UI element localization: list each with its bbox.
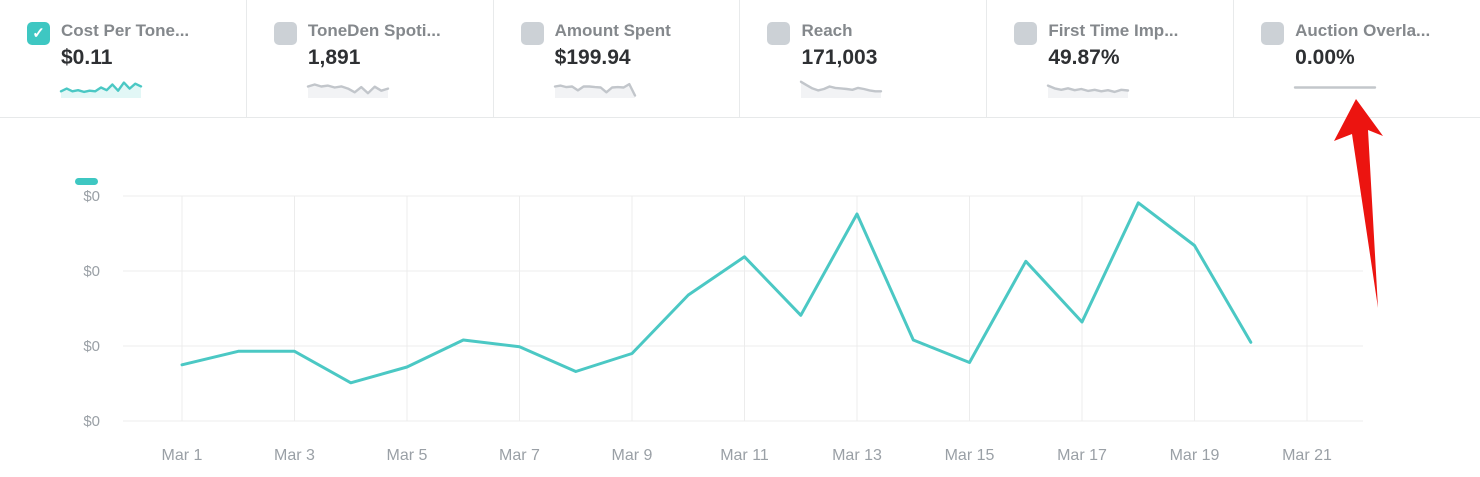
metric-card-info: Reach 171,003 [800,21,883,99]
legend-swatch-selected-metric [75,178,98,185]
x-tick-label: Mar 13 [832,447,882,464]
chart-series-line [180,201,1253,385]
metric-label: Reach [801,21,853,40]
metric-checkbox[interactable] [1014,22,1038,45]
metric-card[interactable]: First Time Imp... 49.87% [986,0,1233,117]
chart-gridlines [123,195,1363,422]
x-tick-label: Mar 11 [720,447,769,464]
metric-cards-row: ✓ Cost Per Tone... $0.11 ToneDen Spoti..… [0,0,1480,118]
metric-checkbox[interactable]: ✓ [27,22,50,45]
metric-label: Auction Overla... [1295,21,1431,40]
checkmark-icon: ✓ [32,25,45,42]
metric-value: 49.87% [1048,45,1120,69]
metric-card-info: Cost Per Tone... $0.11 [59,21,190,99]
metric-value: $0.11 [61,45,113,69]
metric-sparkline [306,82,390,98]
metric-checkbox[interactable] [520,22,544,45]
y-tick-label: $0 [83,338,100,355]
metric-card[interactable]: Reach 171,003 [739,0,986,117]
metric-sparkline [553,82,636,98]
metric-value: 0.00% [1295,45,1355,69]
x-tick-label: Mar 1 [161,447,203,464]
metric-sparkline [800,80,883,98]
metric-label: ToneDen Spoti... [307,21,441,40]
x-tick-label: Mar 21 [1282,447,1332,464]
metric-value: 1,891 [307,45,361,69]
y-tick-label: $0 [83,188,100,205]
x-tick-label: Mar 7 [499,447,540,464]
x-tick-label: Mar 19 [1169,447,1220,464]
metric-card[interactable]: ToneDen Spoti... 1,891 [245,0,493,117]
metric-card[interactable]: ✓ Cost Per Tone... $0.11 [0,0,246,117]
metric-card[interactable]: Auction Overla... 0.00% [1233,0,1480,117]
metric-value: $199.94 [554,45,631,69]
x-tick-label: Mar 15 [944,447,995,464]
metric-checkbox[interactable] [767,22,791,45]
metric-label: First Time Imp... [1048,21,1179,40]
red-arrow-annotation-icon [1334,99,1383,308]
metric-label: Cost Per Tone... [61,21,190,40]
metric-card-info: Amount Spent $199.94 [553,21,671,99]
x-tick-label: Mar 5 [386,447,428,464]
metric-card-info: First Time Imp... 49.87% [1047,21,1179,99]
metric-sparkline [1293,85,1377,89]
x-tick-label: Mar 17 [1057,447,1107,464]
metric-value: 171,003 [801,45,878,69]
metric-label: Amount Spent [554,21,671,40]
metric-card-info: ToneDen Spoti... 1,891 [306,21,441,99]
x-tick-label: Mar 9 [611,447,653,464]
metric-checkbox[interactable] [1261,22,1285,45]
metric-sparkline [59,81,143,98]
y-tick-label: $0 [83,413,100,430]
metric-card[interactable]: Amount Spent $199.94 [492,0,740,117]
x-tick-label: Mar 3 [274,447,315,464]
metric-card-info: Auction Overla... 0.00% [1293,21,1431,99]
metric-checkbox[interactable] [273,22,297,45]
y-tick-label: $0 [83,263,100,280]
metric-sparkline [1047,84,1130,98]
